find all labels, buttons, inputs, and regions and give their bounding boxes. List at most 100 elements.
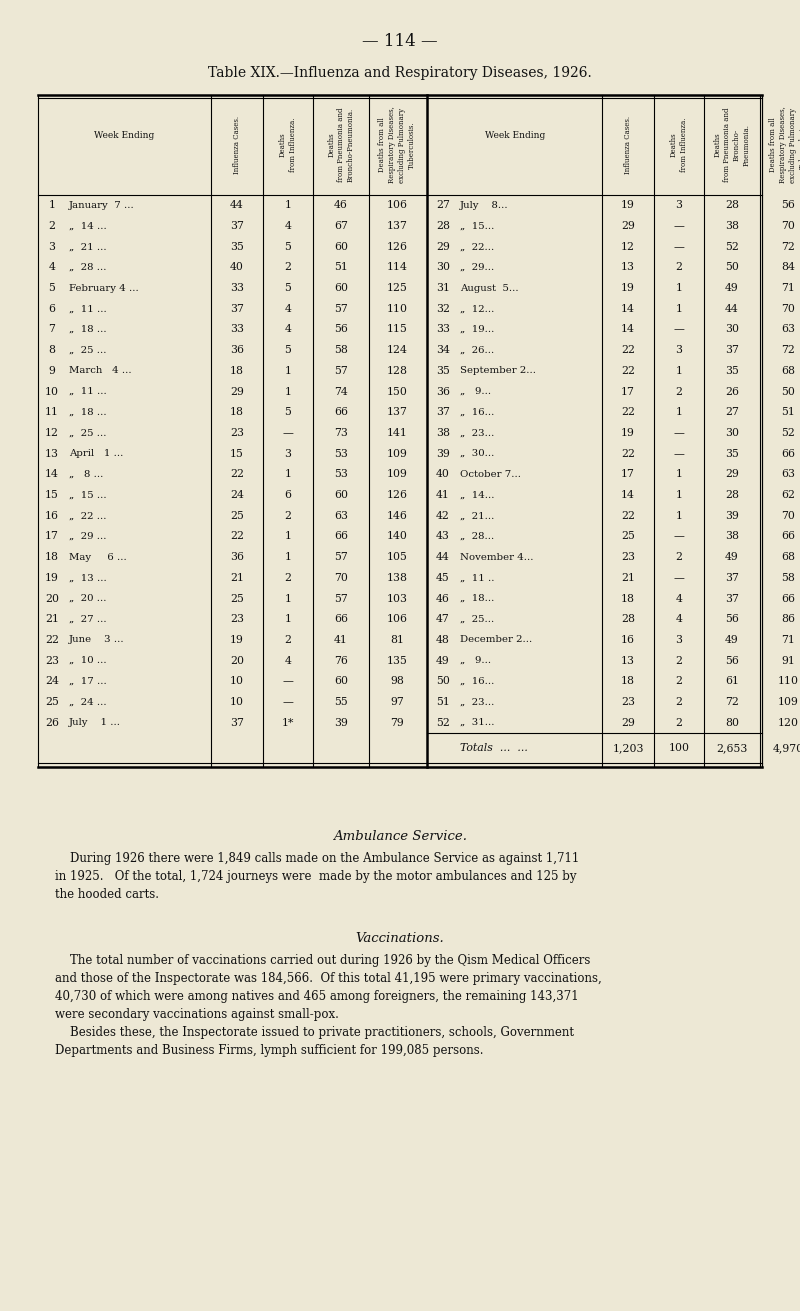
Text: 22: 22 (621, 448, 635, 459)
Text: 2: 2 (675, 717, 682, 728)
Text: Week Ending: Week Ending (486, 131, 546, 139)
Text: 126: 126 (386, 241, 407, 252)
Text: 2: 2 (675, 656, 682, 666)
Text: 72: 72 (781, 345, 795, 355)
Text: 73: 73 (334, 427, 348, 438)
Text: 19: 19 (621, 283, 635, 294)
Text: 53: 53 (334, 448, 348, 459)
Text: 66: 66 (781, 448, 795, 459)
Text: 22: 22 (45, 635, 59, 645)
Text: 9: 9 (49, 366, 55, 376)
Text: „  24 ...: „ 24 ... (69, 697, 106, 707)
Text: 29: 29 (621, 717, 635, 728)
Text: 17: 17 (621, 387, 635, 396)
Text: „  22...: „ 22... (460, 243, 494, 252)
Text: 135: 135 (386, 656, 407, 666)
Text: 49: 49 (725, 283, 739, 294)
Text: „  28...: „ 28... (460, 532, 494, 541)
Text: 30: 30 (725, 427, 739, 438)
Text: „  25 ...: „ 25 ... (69, 346, 106, 355)
Text: 1: 1 (49, 201, 55, 210)
Text: 100: 100 (669, 743, 690, 753)
Text: 33: 33 (436, 325, 450, 334)
Text: 137: 137 (386, 222, 407, 231)
Text: 103: 103 (386, 594, 407, 603)
Text: 2: 2 (675, 676, 682, 686)
Text: September 2...: September 2... (460, 366, 536, 375)
Text: 13: 13 (621, 262, 635, 273)
Text: 36: 36 (230, 345, 244, 355)
Text: 16: 16 (621, 635, 635, 645)
Text: 35: 35 (725, 448, 739, 459)
Text: 52: 52 (781, 427, 795, 438)
Text: „  15 ...: „ 15 ... (69, 490, 106, 499)
Text: 28: 28 (436, 222, 450, 231)
Text: „   8 ...: „ 8 ... (69, 469, 103, 479)
Text: 48: 48 (436, 635, 450, 645)
Text: 124: 124 (386, 345, 407, 355)
Text: „  12...: „ 12... (460, 304, 494, 313)
Text: 2: 2 (675, 552, 682, 562)
Text: 109: 109 (386, 469, 407, 480)
Text: —: — (674, 427, 685, 438)
Text: 28: 28 (621, 614, 635, 624)
Text: 26: 26 (45, 717, 59, 728)
Text: 56: 56 (725, 656, 739, 666)
Text: 58: 58 (334, 345, 348, 355)
Text: 17: 17 (621, 469, 635, 480)
Text: 52: 52 (436, 717, 450, 728)
Text: 1: 1 (285, 201, 291, 210)
Text: 63: 63 (781, 469, 795, 480)
Text: 6: 6 (49, 304, 55, 313)
Text: 27: 27 (725, 408, 739, 417)
Text: 21: 21 (230, 573, 244, 583)
Text: 74: 74 (334, 387, 348, 396)
Text: 38: 38 (725, 222, 739, 231)
Text: 5: 5 (285, 408, 291, 417)
Text: 2: 2 (285, 511, 291, 520)
Text: 57: 57 (334, 552, 348, 562)
Text: „  19...: „ 19... (460, 325, 494, 334)
Text: 14: 14 (621, 490, 635, 499)
Text: —: — (674, 241, 685, 252)
Text: „   9...: „ 9... (460, 387, 491, 396)
Text: 1: 1 (285, 614, 291, 624)
Text: 17: 17 (45, 531, 59, 541)
Text: 3: 3 (49, 241, 55, 252)
Text: 25: 25 (45, 697, 59, 707)
Text: 46: 46 (334, 201, 348, 210)
Text: 1: 1 (285, 594, 291, 603)
Text: „  27 ...: „ 27 ... (69, 615, 106, 624)
Text: 70: 70 (781, 222, 795, 231)
Text: 23: 23 (621, 697, 635, 707)
Text: 41: 41 (334, 635, 348, 645)
Text: 37: 37 (230, 717, 244, 728)
Text: „  26...: „ 26... (460, 346, 494, 355)
Text: 6: 6 (285, 490, 291, 499)
Text: 25: 25 (230, 594, 244, 603)
Text: —: — (674, 325, 685, 334)
Text: 18: 18 (621, 594, 635, 603)
Text: 1: 1 (285, 387, 291, 396)
Text: 4: 4 (285, 325, 291, 334)
Text: 1: 1 (675, 511, 682, 520)
Text: „  11 ...: „ 11 ... (69, 387, 106, 396)
Text: 71: 71 (781, 283, 795, 294)
Text: 22: 22 (621, 366, 635, 376)
Text: 110: 110 (778, 676, 798, 686)
Text: Vaccinations.: Vaccinations. (356, 932, 444, 945)
Text: 66: 66 (781, 594, 795, 603)
Text: Influenza Cases.: Influenza Cases. (624, 115, 632, 174)
Text: 32: 32 (436, 304, 450, 313)
Text: Influenza Cases.: Influenza Cases. (233, 115, 241, 174)
Text: 22: 22 (621, 345, 635, 355)
Text: 91: 91 (781, 656, 795, 666)
Text: 98: 98 (390, 676, 404, 686)
Text: 61: 61 (725, 676, 739, 686)
Text: 38: 38 (725, 531, 739, 541)
Text: 49: 49 (725, 635, 739, 645)
Text: 19: 19 (621, 201, 635, 210)
Text: 2: 2 (49, 222, 55, 231)
Text: 40: 40 (436, 469, 450, 480)
Text: 1: 1 (675, 490, 682, 499)
